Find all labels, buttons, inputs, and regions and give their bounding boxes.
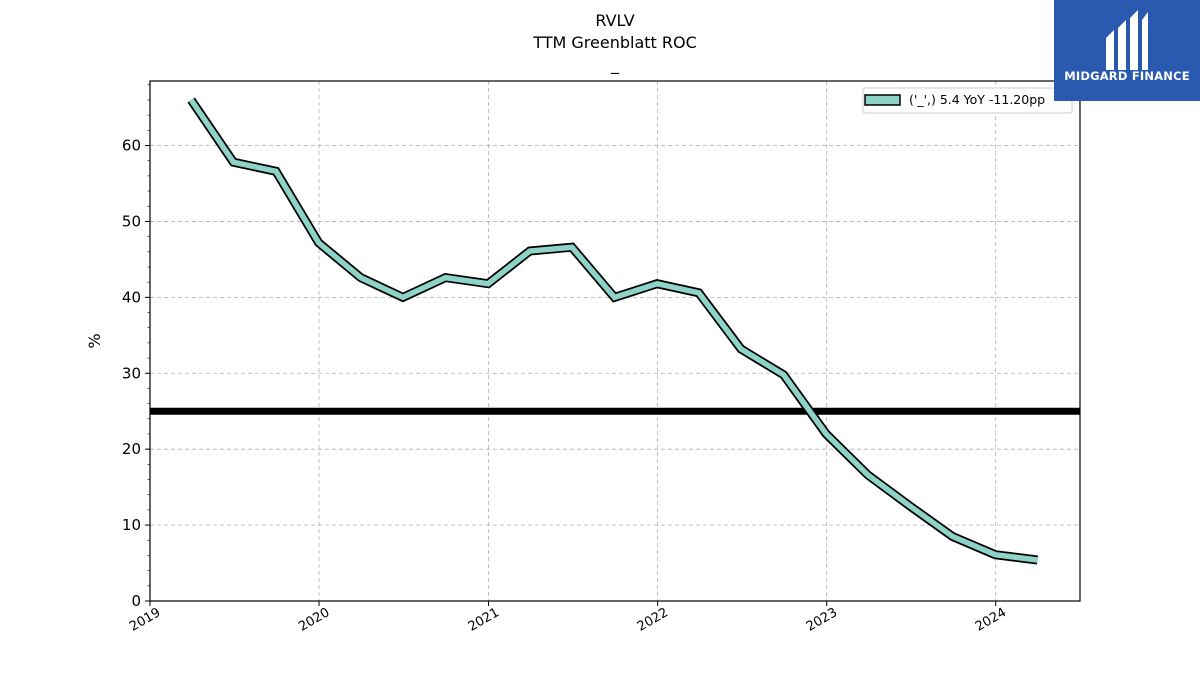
chart-title-block: RVLV TTM Greenblatt ROC _ bbox=[150, 10, 1080, 76]
y-tick-label: 30 bbox=[122, 364, 141, 382]
chart-subtitle: _ bbox=[611, 55, 619, 74]
midgard-logo-icon bbox=[1106, 10, 1148, 70]
chart-ticker: RVLV bbox=[595, 11, 635, 30]
y-tick-label: 40 bbox=[122, 288, 141, 306]
legend: ('_',) 5.4 YoY -11.20pp bbox=[862, 87, 1073, 114]
y-tick-label: 0 bbox=[131, 592, 141, 610]
chart-title: TTM Greenblatt ROC bbox=[533, 33, 697, 52]
series-line-outline bbox=[187, 97, 1038, 565]
brand-logo: MIDGARD FINANCE bbox=[1054, 0, 1200, 101]
series-line bbox=[188, 98, 1038, 563]
plot-frame bbox=[149, 80, 1081, 602]
y-tick-label: 60 bbox=[122, 137, 141, 155]
legend-label: ('_',) 5.4 YoY -11.20pp bbox=[909, 92, 1045, 107]
x-tick-label: 2021 bbox=[466, 605, 502, 635]
x-tick-label: 2020 bbox=[296, 605, 332, 635]
x-tick-label: 2022 bbox=[635, 605, 671, 635]
x-tick-label: 2023 bbox=[804, 605, 840, 635]
legend-swatch bbox=[864, 94, 901, 106]
y-tick-label: 50 bbox=[122, 212, 141, 230]
x-tick-label: 2024 bbox=[973, 605, 1009, 635]
y-axis-label: % bbox=[85, 333, 104, 348]
y-tick-label: 20 bbox=[122, 440, 141, 458]
y-tick-label: 10 bbox=[122, 516, 141, 534]
brand-name: MIDGARD FINANCE bbox=[1064, 69, 1190, 83]
